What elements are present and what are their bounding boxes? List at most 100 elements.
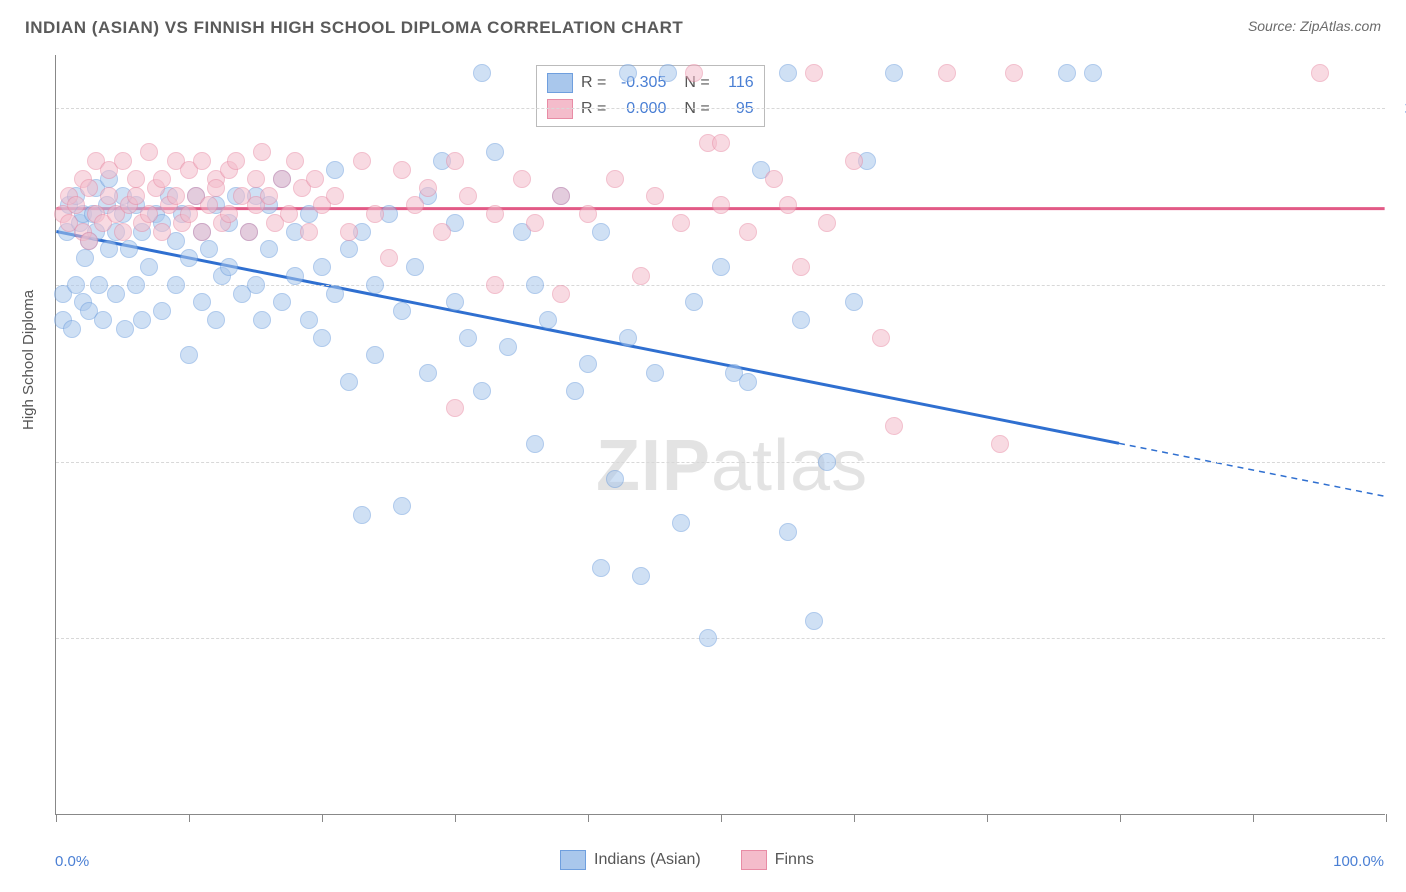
data-point-indians [200,240,218,258]
gridline [56,638,1385,639]
data-point-indians [326,161,344,179]
data-point-indians [353,506,371,524]
data-point-finns [127,170,145,188]
data-point-indians [107,285,125,303]
x-tick [987,814,988,822]
y-tick-label: 80.0% [1395,453,1406,470]
data-point-indians [606,470,624,488]
plot-area: ZIPatlas R =-0.305N =116R =0.000N =95 70… [55,55,1385,815]
data-point-indians [805,612,823,630]
legend-series-label: Finns [775,851,814,869]
data-point-finns [419,179,437,197]
data-point-indians [446,293,464,311]
data-point-finns [253,143,271,161]
x-tick [1253,814,1254,822]
data-point-finns [632,267,650,285]
data-point-finns [207,179,225,197]
data-point-finns [526,214,544,232]
data-point-finns [280,205,298,223]
data-point-indians [94,311,112,329]
data-point-finns [872,329,890,347]
data-point-indians [253,311,271,329]
data-point-finns [712,134,730,152]
data-point-finns [393,161,411,179]
data-point-finns [200,196,218,214]
data-point-indians [459,329,477,347]
data-point-finns [273,170,291,188]
data-point-indians [419,364,437,382]
data-point-finns [486,276,504,294]
legend-correlation: R =-0.305N =116R =0.000N =95 [536,65,765,127]
x-tick [189,814,190,822]
x-tick [1386,814,1387,822]
data-point-finns [180,205,198,223]
data-point-indians [260,240,278,258]
y-axis-label: High School Diploma [20,290,37,430]
data-point-indians [67,276,85,294]
legend-r-label: R = [581,74,606,92]
data-point-indians [76,249,94,267]
x-min-label: 0.0% [55,853,89,870]
data-point-finns [579,205,597,223]
data-point-finns [193,152,211,170]
data-point-indians [167,276,185,294]
data-point-indians [120,240,138,258]
data-point-finns [459,187,477,205]
data-point-finns [153,170,171,188]
data-point-finns [326,187,344,205]
data-point-indians [526,276,544,294]
source-label: Source: ZipAtlas.com [1248,18,1381,34]
data-point-finns [114,152,132,170]
data-point-indians [699,629,717,647]
data-point-finns [685,64,703,82]
legend-bottom-item-indians: Indians (Asian) [560,850,701,870]
data-point-finns [300,223,318,241]
data-point-indians [127,276,145,294]
data-point-indians [592,559,610,577]
data-point-finns [247,170,265,188]
watermark-light: atlas [711,426,868,506]
data-point-indians [180,346,198,364]
data-point-finns [260,187,278,205]
data-point-indians [818,453,836,471]
data-point-finns [240,223,258,241]
x-tick [588,814,589,822]
data-point-finns [845,152,863,170]
data-point-indians [406,258,424,276]
data-point-indians [845,293,863,311]
legend-row-indians: R =-0.305N =116 [547,70,754,96]
data-point-indians [63,320,81,338]
data-point-indians [712,258,730,276]
data-point-indians [193,293,211,311]
data-point-finns [739,223,757,241]
data-point-finns [991,435,1009,453]
data-point-indians [313,329,331,347]
data-point-indians [340,373,358,391]
data-point-finns [140,143,158,161]
data-point-finns [672,214,690,232]
data-point-indians [313,258,331,276]
data-point-finns [712,196,730,214]
data-point-indians [207,311,225,329]
data-point-finns [1311,64,1329,82]
data-point-indians [579,355,597,373]
data-point-indians [340,240,358,258]
x-tick [721,814,722,822]
data-point-finns [646,187,664,205]
data-point-indians [539,311,557,329]
data-point-indians [273,293,291,311]
data-point-indians [592,223,610,241]
data-point-indians [526,435,544,453]
data-point-indians [779,523,797,541]
data-point-indians [685,293,703,311]
x-max-label: 100.0% [1333,853,1384,870]
data-point-indians [659,64,677,82]
y-tick-label: 70.0% [1395,630,1406,647]
data-point-indians [486,143,504,161]
legend-bottom: Indians (Asian) Finns [560,850,814,870]
y-tick-label: 90.0% [1395,276,1406,293]
legend-swatch [741,850,767,870]
data-point-indians [619,329,637,347]
x-tick [322,814,323,822]
data-point-indians [300,311,318,329]
